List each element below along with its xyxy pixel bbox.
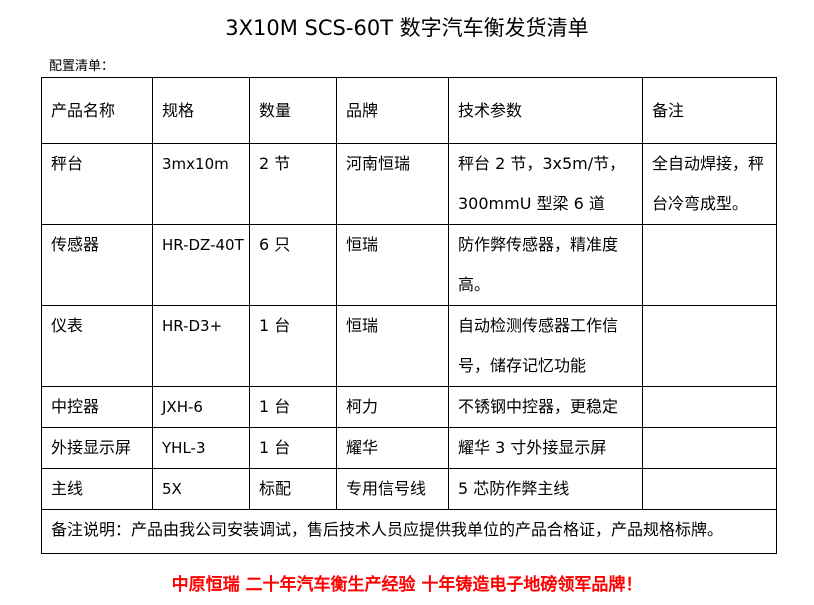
- table-cell: 1 台: [249, 386, 337, 428]
- table-cell: 产品名称: [41, 77, 153, 144]
- table-cell: 3mx10m: [152, 143, 250, 225]
- table-cell: 标配: [249, 468, 337, 510]
- table-cell: 全自动焊接，秤台冷弯成型。: [642, 143, 777, 225]
- table-cell: 柯力: [336, 386, 449, 428]
- table-cell: JXH-6: [152, 386, 250, 428]
- table-cell: 5X: [152, 468, 250, 510]
- table-cell: 恒瑞: [336, 224, 449, 306]
- table-cell: 外接显示屏: [41, 427, 153, 469]
- table-header-row: 产品名称 规格 数量 品牌 技术参数 备注: [41, 77, 777, 144]
- table-cell: 传感器: [41, 224, 153, 306]
- note-row: 备注说明：产品由我公司安装调试，售后技术人员应提供我单位的产品合格证，产品规格标…: [41, 509, 777, 554]
- table-cell: [642, 386, 777, 428]
- table-cell: 耀华 3 寸外接显示屏: [448, 427, 643, 469]
- table-row: 中控器 JXH-6 1 台柯力 不锈钢中控器，更稳定: [41, 386, 777, 428]
- table-cell: 不锈钢中控器，更稳定: [448, 386, 643, 428]
- table-cell: 2 节: [249, 143, 337, 225]
- table-cell: 恒瑞: [336, 305, 449, 387]
- shipping-list-table: 产品名称 规格 数量 品牌 技术参数 备注 秤台 3mx10m 2 节河南恒瑞 秤台 2 节，3x…: [41, 77, 777, 554]
- table-row: 主线 5X 标配 专用信号线 5 芯防作弊主线: [41, 468, 777, 510]
- table-cell: 数量: [249, 77, 337, 144]
- table-cell: 秤台: [41, 143, 153, 225]
- table-cell: 备注: [642, 77, 777, 144]
- table-cell: YHL-3: [152, 427, 250, 469]
- note-cell: 备注说明：产品由我公司安装调试，售后技术人员应提供我单位的产品合格证，产品规格标…: [41, 509, 777, 554]
- table-cell: 防作弊传感器，精准度高。: [448, 224, 643, 306]
- table-cell: [642, 468, 777, 510]
- table-cell: 6 只: [249, 224, 337, 306]
- table-cell: 1 台: [249, 427, 337, 469]
- table-row: 外接显示屏 YHL-3 1 台耀华 耀华 3 寸外接显示屏: [41, 427, 777, 469]
- table-cell: 中控器: [41, 386, 153, 428]
- table-cell: 品牌: [336, 77, 449, 144]
- table-cell: [642, 224, 777, 306]
- table-cell: 1 台: [249, 305, 337, 387]
- table-cell: 5 芯防作弊主线: [448, 468, 643, 510]
- table-cell: 自动检测传感器工作信号，储存记忆功能: [448, 305, 643, 387]
- table-cell: 专用信号线: [336, 468, 449, 510]
- table-cell: HR-D3+: [152, 305, 250, 387]
- table-cell: HR-DZ-40T: [152, 224, 250, 306]
- table-cell: 秤台 2 节，3x5m/节，300mmU 型梁 6 道: [448, 143, 643, 225]
- table-cell: 技术参数: [448, 77, 643, 144]
- table-cell: 河南恒瑞: [336, 143, 449, 225]
- table-cell: 主线: [41, 468, 153, 510]
- slogan-footer: 中原恒瑞 二十年汽车衡生产经验 十年铸造电子地磅领军品牌！: [171, 575, 643, 595]
- table-row: 传感器 HR-DZ-40T 6 只恒瑞 防作弊传感器，精准度高。: [41, 224, 777, 306]
- table-cell: 仪表: [41, 305, 153, 387]
- table-cell: [642, 305, 777, 387]
- table-row: 秤台 3mx10m 2 节河南恒瑞 秤台 2 节，3x5m/节，300mmU 型梁 6…: [41, 143, 777, 225]
- config-list-label: 配置清单：: [49, 59, 115, 74]
- table-cell: 耀华: [336, 427, 449, 469]
- table-cell: [642, 427, 777, 469]
- table-cell: 规格: [152, 77, 250, 144]
- table-row: 仪表 HR-D3+ 1 台恒瑞 自动检测传感器工作信号，储存记忆功能: [41, 305, 777, 387]
- document-title: 3X10M SCS-60T 数字汽车衡发货清单: [225, 16, 589, 40]
